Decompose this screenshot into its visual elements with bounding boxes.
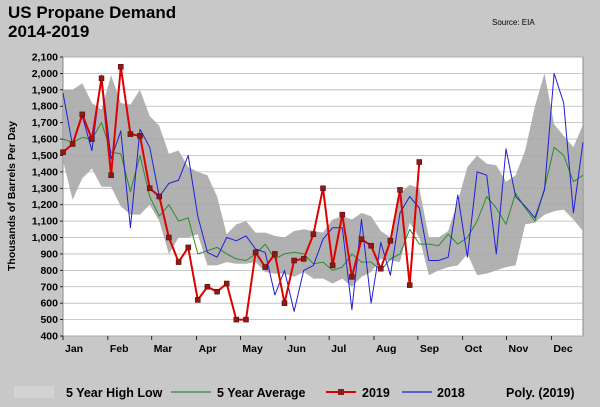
x-axis-ticks: Jan Feb Mar Apr May Jun Jul Aug Sep Oct Nov Dec [62,336,573,355]
x-tick-label: Sep [420,343,439,355]
point-2019 [406,282,413,288]
point-2019 [89,136,95,142]
point-2019 [416,159,423,165]
point-2019 [146,185,153,192]
point-2019 [378,265,384,272]
y-tick-label: 1,900 [32,84,58,96]
point-2019 [156,193,163,200]
point-2019 [60,149,66,155]
x-tick-label: Nov [509,343,529,355]
point-2019 [349,274,355,280]
chart-title: US Propane Demand [8,3,176,22]
y-axis-ticks: 400 500 600 700 800 900 1,000 1,100 1,200 1,300 1,… [32,52,63,343]
y-tick-label: 1,300 [32,183,58,195]
legend: 5 Year High Low 5 Year Average 2019 2018… [14,386,575,400]
point-2019 [185,244,191,251]
x-tick-label: Mar [154,343,173,355]
y-tick-label: 1,700 [32,117,58,129]
point-2019 [358,236,365,242]
y-tick-label: 1,600 [32,134,58,146]
legend-label-average: 5 Year Average [217,386,306,400]
y-tick-label: 500 [40,314,58,326]
y-tick-label: 1,400 [32,166,58,178]
x-tick-label: Oct [465,343,483,355]
legend-label-2019: 2019 [362,386,390,400]
point-2019 [262,264,268,270]
point-2019 [320,185,326,192]
point-2019 [69,141,76,147]
point-2019 [233,316,240,323]
chart-source: Source: EIA [492,18,535,27]
y-tick-label: 1,000 [32,232,58,244]
legend-label-2018: 2018 [437,386,465,400]
y-tick-label: 700 [40,281,58,293]
point-2019 [291,257,297,264]
point-2019 [339,211,346,218]
x-tick-label: May [242,343,263,355]
point-2019 [252,249,259,256]
y-axis-label: Thousands of Barrels Per Day [6,121,18,271]
x-tick-label: Aug [376,343,396,355]
point-2019 [108,172,114,178]
line-2018 [62,72,584,312]
band-area [63,73,583,287]
x-tick-label: Apr [199,343,217,355]
point-2019 [243,316,249,323]
legend-marker-2019 [338,389,344,395]
point-2019 [127,131,134,137]
point-2019 [195,297,201,303]
point-2019 [300,256,307,262]
x-tick-label: Jul [331,343,346,355]
point-2019 [310,231,317,237]
point-2019 [329,262,336,269]
point-2019 [387,238,394,244]
y-tick-label: 1,200 [32,199,58,211]
y-tick-label: 400 [40,331,58,343]
point-2019 [368,242,374,249]
y-tick-label: 600 [40,298,58,310]
x-tick-label: Jan [65,343,83,355]
legend-label-band: 5 Year High Low [66,386,163,400]
series-2018 [62,72,584,312]
x-tick-label: Dec [553,343,572,355]
y-tick-label: 800 [40,265,58,277]
series-2019 [60,64,423,323]
point-2019 [98,75,105,82]
y-tick-label: 1,100 [32,216,58,228]
five-year-average-series [62,122,584,271]
chart-subtitle: 2014-2019 [8,22,89,41]
legend-swatch-band [14,386,54,398]
point-2019 [166,234,172,241]
x-tick-label: Jun [287,343,306,355]
point-2019 [214,288,220,295]
point-2019 [175,259,182,265]
y-tick-label: 1,500 [32,150,58,162]
x-tick-label: Feb [110,343,129,355]
y-tick-label: 2,100 [32,52,58,64]
point-2019 [137,133,143,139]
high-low-band [63,73,583,287]
point-2019 [204,284,211,290]
point-2019 [281,300,288,306]
line-2019 [62,65,421,321]
y-tick-label: 1,800 [32,101,58,113]
y-tick-label: 2,000 [32,68,58,80]
average-line [62,122,584,271]
point-2019 [79,111,86,118]
point-2019 [272,251,278,257]
point-2019 [118,64,124,70]
point-2019 [397,187,403,193]
legend-label-poly-2019: Poly. (2019) [506,386,575,400]
point-2019 [223,280,230,287]
y-tick-label: 900 [40,248,58,260]
